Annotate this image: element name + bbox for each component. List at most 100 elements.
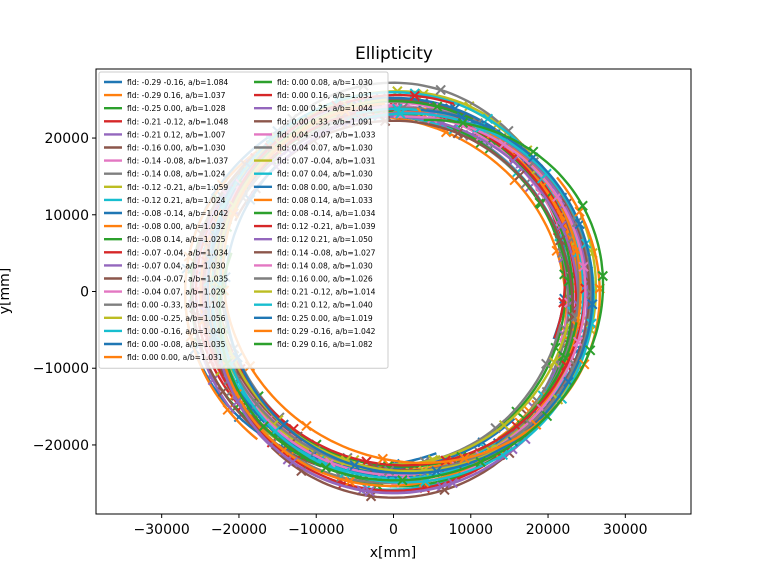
- series-marker: [344, 476, 356, 487]
- legend-entry-label: fld: 0.29 -0.16, a/b=1.042: [277, 327, 376, 336]
- series-marker: [548, 356, 560, 368]
- legend-entry-label: fld: -0.04 0.07, a/b=1.029: [127, 288, 226, 297]
- series-marker: [503, 125, 514, 137]
- series-marker: [296, 465, 307, 477]
- series-marker: [475, 456, 486, 468]
- legend-entry-label: fld: 0.00 0.16, a/b=1.031: [277, 91, 373, 100]
- legend-entry-label: fld: 0.07 -0.04, a/b=1.031: [277, 157, 376, 166]
- x-tick-label: 10000: [448, 522, 493, 538]
- series-marker: [528, 146, 539, 157]
- series-marker: [217, 386, 229, 397]
- series-marker: [397, 475, 408, 486]
- y-axis-label: y[mm]: [0, 268, 13, 314]
- legend-entry-label: fld: 0.08 0.14, a/b=1.033: [277, 196, 373, 205]
- series-marker: [301, 420, 312, 432]
- series-marker: [574, 218, 585, 230]
- legend-entry-label: fld: 0.00 -0.33, a/b=1.102: [127, 301, 226, 310]
- legend-entry-label: fld: 0.00 0.33, a/b=1.091: [277, 117, 373, 126]
- series-marker: [577, 200, 588, 211]
- legend-entry-label: fld: -0.08 0.14, a/b=1.025: [127, 235, 226, 244]
- legend-entry-label: fld: -0.12 -0.21, a/b=1.059: [127, 183, 228, 192]
- series-marker: [541, 358, 552, 370]
- series-marker: [207, 374, 219, 386]
- legend-entry-label: fld: 0.00 0.00, a/b=1.031: [127, 353, 223, 362]
- legend-entry-label: fld: -0.16 0.00, a/b=1.030: [127, 144, 226, 153]
- x-tick-label: 20000: [526, 522, 571, 538]
- series-marker: [377, 453, 388, 464]
- x-tick-label: 30000: [603, 522, 648, 538]
- series-marker: [395, 108, 406, 119]
- series-marker: [498, 419, 510, 431]
- legend-entry-label: fld: 0.08 -0.14, a/b=1.034: [277, 209, 376, 218]
- legend-entry-label: fld: 0.12 -0.21, a/b=1.039: [277, 222, 376, 231]
- legend-entry-label: fld: 0.07 0.04, a/b=1.030: [277, 170, 373, 179]
- legend-entry-label: fld: 0.00 -0.16, a/b=1.040: [127, 327, 226, 336]
- series-curve: [217, 112, 595, 484]
- legend-entry-label: fld: 0.00 0.08, a/b=1.030: [277, 78, 373, 87]
- x-axis-label: x[mm]: [370, 545, 416, 561]
- series-marker: [409, 90, 421, 102]
- y-tick-label: 10000: [44, 208, 89, 224]
- legend-entry-label: fld: -0.07 0.04, a/b=1.030: [127, 261, 226, 270]
- x-axis-ticks: −30000 −20000 −10000 0 10000 20000 30000: [134, 514, 648, 538]
- legend-entry-label: fld: -0.29 -0.16, a/b=1.084: [127, 78, 228, 87]
- legend-entry-label: fld: 0.14 -0.08, a/b=1.027: [277, 248, 376, 257]
- series-marker: [555, 234, 566, 246]
- legend-entry-label: fld: 0.04 -0.07, a/b=1.033: [277, 130, 376, 139]
- legend-entry-label: fld: 0.25 0.00, a/b=1.019: [277, 314, 373, 323]
- series-marker: [514, 170, 525, 181]
- legend-entry-label: fld: 0.00 -0.08, a/b=1.035: [127, 340, 226, 349]
- series-marker: [278, 419, 289, 430]
- x-tick-label: −30000: [134, 522, 190, 538]
- series-marker: [541, 410, 553, 422]
- series-marker: [490, 422, 501, 434]
- series-marker: [572, 336, 584, 348]
- legend-entry-label: fld: -0.08 -0.14, a/b=1.042: [127, 209, 228, 218]
- legend-entry-label: fld: -0.08 0.00, a/b=1.032: [127, 222, 226, 231]
- legend-entry-label: fld: -0.25 0.00, a/b=1.028: [127, 104, 226, 113]
- legend-entry-label: fld: 0.00 0.25, a/b=1.044: [277, 104, 373, 113]
- legend-entry-label: fld: 0.12 0.21, a/b=1.050: [277, 235, 373, 244]
- series-marker: [364, 486, 375, 497]
- legend-entry-label: fld: -0.07 -0.04, a/b=1.034: [127, 248, 228, 257]
- series-marker: [320, 462, 331, 473]
- legend: fld: -0.29 -0.16, a/b=1.084 fld: -0.29 0.…: [98, 71, 389, 369]
- series-marker: [287, 456, 298, 468]
- series-marker: [349, 460, 360, 471]
- series-marker: [597, 270, 608, 282]
- legend-entry-label: fld: 0.21 0.12, a/b=1.040: [277, 301, 373, 310]
- series-marker: [587, 299, 598, 310]
- legend-entry-label: fld: -0.14 0.08, a/b=1.024: [127, 170, 226, 179]
- series-marker: [457, 117, 469, 129]
- series-marker: [574, 206, 585, 217]
- series-marker: [511, 406, 522, 417]
- x-tick-label: −20000: [211, 522, 267, 538]
- x-tick-label: −10000: [288, 522, 344, 538]
- legend-entry-label: fld: -0.29 0.16, a/b=1.037: [127, 91, 226, 100]
- series-marker: [459, 453, 470, 464]
- series-marker: [584, 345, 596, 356]
- legend-entry-label: fld: -0.21 -0.12, a/b=1.048: [127, 117, 228, 126]
- legend-entry-label: fld: 0.29 0.16, a/b=1.082: [277, 340, 373, 349]
- y-tick-label: 0: [80, 285, 89, 301]
- series-marker: [578, 261, 589, 272]
- legend-entry-label: fld: 0.08 0.00, a/b=1.030: [277, 183, 373, 192]
- y-tick-label: −10000: [33, 361, 89, 377]
- legend-box: [98, 71, 389, 369]
- series-marker: [447, 477, 458, 489]
- legend-entry-label: fld: 0.21 -0.12, a/b=1.014: [277, 288, 376, 297]
- series-marker: [435, 84, 446, 96]
- series-curve: [218, 118, 605, 482]
- legend-entry-label: fld: -0.12 0.21, a/b=1.024: [127, 196, 226, 205]
- legend-entry-label: fld: 0.14 0.08, a/b=1.030: [277, 261, 373, 270]
- y-tick-label: 20000: [44, 131, 89, 147]
- series-marker: [431, 101, 443, 112]
- chart-title: Ellipticity: [355, 44, 433, 64]
- series-marker: [258, 421, 269, 432]
- legend-entry-label: fld: 0.16 0.00, a/b=1.026: [277, 275, 373, 284]
- y-axis-ticks: −20000 −10000 0 10000 20000: [33, 131, 96, 454]
- legend-entry-label: fld: 0.04 0.07, a/b=1.030: [277, 144, 373, 153]
- legend-entry-label: fld: -0.21 0.12, a/b=1.007: [127, 130, 226, 139]
- legend-entry-label: fld: 0.00 -0.25, a/b=1.056: [127, 314, 226, 323]
